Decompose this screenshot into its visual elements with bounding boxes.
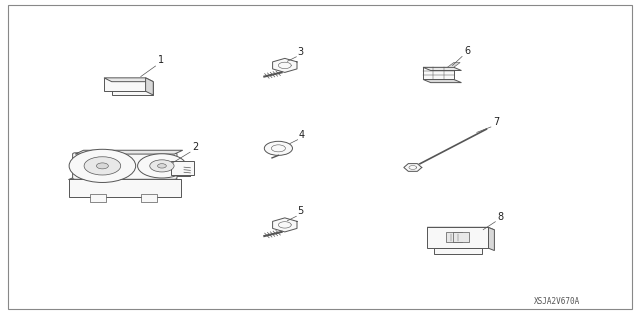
Polygon shape xyxy=(423,79,461,83)
Polygon shape xyxy=(423,67,461,70)
Text: 7: 7 xyxy=(493,117,499,127)
Polygon shape xyxy=(423,67,454,79)
Text: 1: 1 xyxy=(158,56,164,65)
Polygon shape xyxy=(488,227,494,251)
Polygon shape xyxy=(404,164,422,171)
Text: XSJA2V670A: XSJA2V670A xyxy=(534,297,580,306)
Polygon shape xyxy=(104,78,146,91)
Circle shape xyxy=(138,154,186,178)
Bar xyxy=(90,194,106,202)
Bar xyxy=(172,161,193,175)
Bar xyxy=(447,232,462,242)
Circle shape xyxy=(150,160,174,172)
Text: 5: 5 xyxy=(298,206,304,216)
Text: 6: 6 xyxy=(464,46,470,56)
Polygon shape xyxy=(273,58,297,72)
Bar xyxy=(428,227,488,248)
Polygon shape xyxy=(146,78,154,95)
Bar xyxy=(141,194,157,202)
Polygon shape xyxy=(434,248,481,255)
Polygon shape xyxy=(104,78,154,82)
Polygon shape xyxy=(112,82,154,95)
Polygon shape xyxy=(76,150,183,154)
Text: 4: 4 xyxy=(299,130,305,140)
Polygon shape xyxy=(447,63,460,67)
Circle shape xyxy=(157,164,166,168)
Text: 3: 3 xyxy=(298,47,304,57)
Circle shape xyxy=(69,149,136,182)
Circle shape xyxy=(84,157,121,175)
Circle shape xyxy=(264,141,292,155)
Bar xyxy=(453,232,468,242)
Circle shape xyxy=(97,163,108,169)
FancyBboxPatch shape xyxy=(73,153,177,179)
Bar xyxy=(69,180,180,197)
Polygon shape xyxy=(273,218,297,232)
Polygon shape xyxy=(428,227,494,230)
Text: 8: 8 xyxy=(497,212,504,222)
Text: 2: 2 xyxy=(192,142,198,152)
